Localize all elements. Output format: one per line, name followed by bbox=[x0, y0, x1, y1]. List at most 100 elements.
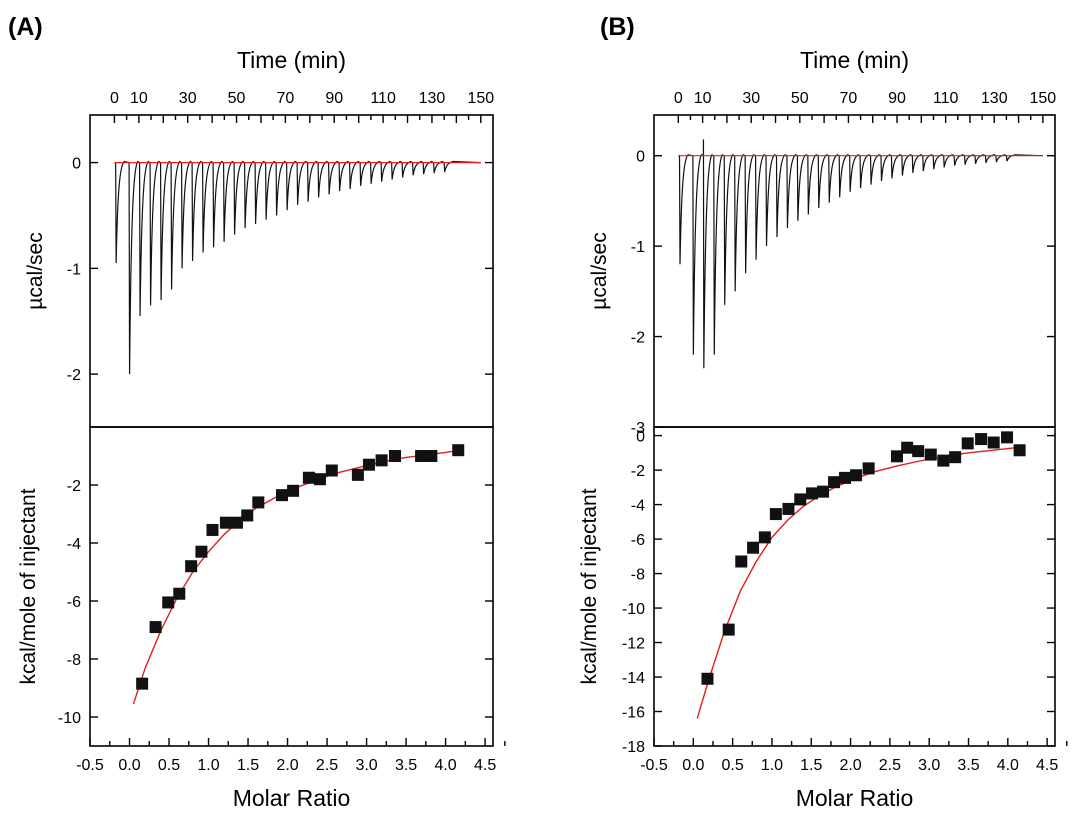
data-point bbox=[769, 508, 782, 521]
molar-ratio-tick-label: -0.5 bbox=[640, 757, 668, 774]
data-point bbox=[206, 523, 219, 536]
molar-ratio-tick-label: 2.0 bbox=[839, 757, 861, 774]
data-point bbox=[389, 450, 402, 462]
molar-ratio-axis-title: Molar Ratio bbox=[796, 785, 914, 811]
data-point bbox=[961, 437, 974, 450]
molar-ratio-tick-label: 3.5 bbox=[957, 757, 979, 774]
data-point bbox=[162, 596, 175, 609]
time-tick-label: 0 bbox=[110, 90, 119, 107]
data-point bbox=[890, 450, 903, 463]
data-point bbox=[701, 672, 714, 685]
time-tick-label: 90 bbox=[325, 90, 343, 107]
raw-y-tick-label: -3 bbox=[631, 420, 645, 437]
heat-y-tick-label: -6 bbox=[67, 594, 81, 611]
time-tick-label: 110 bbox=[933, 90, 959, 107]
data-point bbox=[758, 531, 771, 544]
molar-ratio-tick-label: 0.0 bbox=[118, 757, 140, 774]
time-tick-label: 150 bbox=[1029, 90, 1056, 107]
time-tick-label: 0 bbox=[674, 90, 683, 107]
heat-y-axis-title: kcal/mole of injectant bbox=[578, 488, 601, 684]
heat-y-tick-label: 0 bbox=[636, 429, 645, 446]
data-point bbox=[362, 458, 375, 471]
time-tick-label: 10 bbox=[694, 90, 712, 107]
molar-ratio-tick-label: 4.0 bbox=[997, 757, 1019, 774]
molar-ratio-tick-label: 1.0 bbox=[197, 757, 219, 774]
data-point bbox=[1001, 431, 1014, 444]
raw-heat-trace bbox=[678, 139, 1043, 369]
data-point bbox=[452, 444, 465, 457]
raw-heat-trace bbox=[114, 160, 481, 375]
molar-ratio-tick-label: 3.0 bbox=[355, 757, 377, 774]
heat-y-tick-label: -10 bbox=[58, 710, 81, 727]
time-tick-label: 50 bbox=[228, 90, 246, 107]
isotherm-plot-frame bbox=[89, 426, 494, 747]
data-point bbox=[136, 677, 149, 690]
data-point bbox=[949, 451, 962, 464]
molar-ratio-tick-label: 0.5 bbox=[158, 757, 180, 774]
data-point bbox=[782, 502, 795, 515]
data-point bbox=[975, 433, 988, 446]
panel-label: (B) bbox=[600, 13, 635, 41]
data-point bbox=[839, 471, 852, 484]
molar-ratio-axis-title: Molar Ratio bbox=[233, 785, 351, 811]
data-point bbox=[351, 468, 364, 481]
time-tick-label: 130 bbox=[419, 90, 446, 107]
data-point bbox=[415, 450, 428, 462]
data-point bbox=[219, 516, 232, 529]
data-point bbox=[987, 436, 1000, 449]
panel-b: (B)Time (min)0 10 30 50 70 90 110 130 150-3-2-10… bbox=[578, 13, 1068, 811]
heat-y-tick-label: -14 bbox=[622, 670, 645, 687]
time-tick-label: 70 bbox=[840, 90, 858, 107]
heat-y-tick-label: -2 bbox=[631, 463, 645, 480]
raw-y-tick-label: -2 bbox=[67, 367, 81, 384]
data-point bbox=[735, 555, 748, 568]
time-tick-label: 50 bbox=[791, 90, 809, 107]
raw-y-tick-label: -1 bbox=[631, 239, 645, 256]
time-tick-label: 110 bbox=[370, 90, 396, 107]
data-point bbox=[722, 623, 735, 636]
heat-y-tick-label: -16 bbox=[622, 705, 645, 722]
heat-y-tick-label: -4 bbox=[67, 536, 81, 553]
molar-ratio-tick-label: 2.0 bbox=[276, 757, 298, 774]
raw-y-tick-label: -2 bbox=[631, 330, 645, 347]
data-point bbox=[241, 509, 254, 522]
molar-ratio-tick-label: 2.5 bbox=[316, 757, 338, 774]
molar-ratio-tick-label: 4.0 bbox=[434, 757, 456, 774]
data-point bbox=[302, 471, 315, 484]
data-point bbox=[1013, 444, 1026, 457]
molar-ratio-tick-label: 1.5 bbox=[800, 757, 822, 774]
time-axis-title: Time (min) bbox=[237, 47, 346, 73]
time-axis-title: Time (min) bbox=[800, 47, 909, 73]
data-point bbox=[185, 560, 198, 573]
raw-y-axis-title: µcal/sec bbox=[588, 232, 611, 309]
molar-ratio-tick-label: 1.5 bbox=[237, 757, 259, 774]
data-point bbox=[924, 448, 937, 461]
data-point bbox=[794, 493, 807, 506]
data-point bbox=[313, 473, 326, 486]
time-tick-label: 10 bbox=[130, 90, 148, 107]
data-point bbox=[901, 441, 914, 454]
time-tick-label: 30 bbox=[179, 90, 197, 107]
panel-label: (A) bbox=[8, 13, 43, 41]
raw-y-tick-label: 0 bbox=[636, 149, 645, 166]
molar-ratio-tick-label: 0.0 bbox=[682, 757, 704, 774]
data-point bbox=[828, 476, 841, 489]
molar-ratio-tick-label: 4.5 bbox=[474, 757, 496, 774]
time-tick-label: 150 bbox=[467, 90, 494, 107]
molar-ratio-tick-label: 3.5 bbox=[395, 757, 417, 774]
panel-a: (A)Time (min)0 10 30 50 70 90 110 130 150-2-10µc… bbox=[8, 13, 506, 811]
fit-curve bbox=[696, 446, 1024, 719]
molar-ratio-tick-label: 1.0 bbox=[761, 757, 783, 774]
data-point bbox=[230, 516, 243, 529]
heat-y-tick-label: -18 bbox=[622, 739, 645, 756]
data-point bbox=[425, 450, 438, 462]
time-tick-label: 90 bbox=[888, 90, 906, 107]
data-point bbox=[276, 489, 289, 502]
data-point bbox=[862, 462, 875, 475]
molar-ratio-tick-label: 4.5 bbox=[1036, 757, 1058, 774]
molar-ratio-tick-label: 3.0 bbox=[918, 757, 940, 774]
data-point bbox=[252, 496, 265, 509]
data-point bbox=[173, 587, 186, 600]
heat-y-tick-label: -12 bbox=[622, 636, 645, 653]
